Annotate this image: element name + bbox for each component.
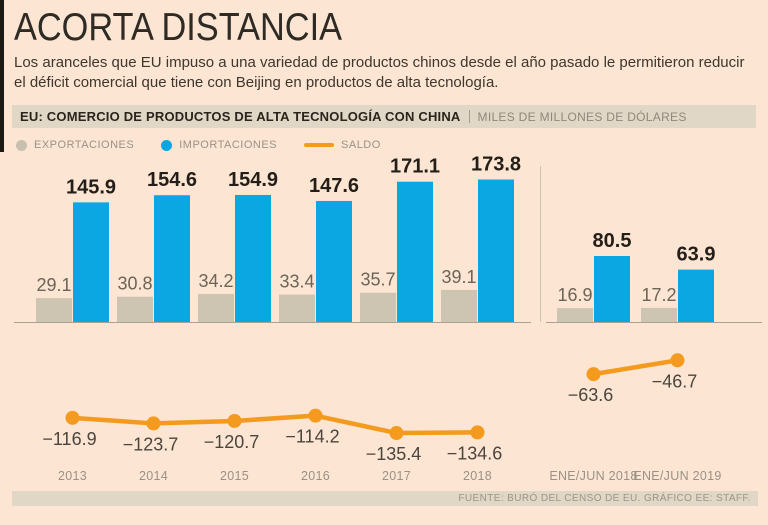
label-imports-2017: 171.1	[390, 156, 440, 178]
label-saldo-ene-jun-2019: −46.7	[652, 371, 698, 391]
label-saldo-2017: −135.4	[366, 444, 422, 464]
legend-label: EXPORTACIONES	[34, 139, 135, 151]
x-label-2014: 2014	[139, 469, 168, 483]
label-exports-2018: 39.1	[441, 267, 476, 287]
bar-exports-2018	[441, 289, 477, 322]
label-imports-2013: 145.9	[66, 176, 116, 198]
label-exports-2015: 34.2	[198, 271, 233, 291]
bar-exports-ene-jun-2019	[641, 307, 677, 322]
page-title: ACORTA DISTANCIA	[14, 6, 343, 49]
label-imports-2018: 173.8	[471, 153, 521, 175]
accent-strip	[0, 0, 4, 152]
label-exports-2017: 35.7	[360, 270, 395, 290]
label-saldo-ene-jun-2018: −63.6	[568, 385, 614, 405]
saldo-point-2017	[389, 426, 404, 441]
legend-label: SALDO	[341, 139, 381, 151]
legend-item-saldo: SALDO	[304, 139, 381, 151]
bar-exports-2013	[36, 298, 72, 322]
saldo-line-annual	[72, 413, 478, 436]
x-label-ene-jun-2019: ENE/JUN 2019	[633, 469, 721, 483]
label-saldo-2013: −116.9	[42, 429, 96, 449]
bar-imports-2018	[478, 179, 514, 322]
label-exports-ene-jun-2019: 17.2	[641, 285, 676, 305]
chart-header-bar: EU: COMERCIO DE PRODUCTOS DE ALTA TECNOL…	[12, 105, 756, 128]
bar-exports-2015	[198, 293, 234, 322]
saldo-point-2016	[308, 408, 323, 423]
bar-exports-2016	[279, 294, 315, 322]
legend-item-importaciones: IMPORTACIONES	[161, 139, 277, 151]
bar-exports-2014	[117, 296, 153, 322]
label-exports-ene-jun-2018: 16.9	[557, 285, 592, 305]
label-imports-2016: 147.6	[309, 175, 359, 197]
bar-imports-ene-jun-2019	[678, 269, 714, 322]
label-saldo-2018: −134.6	[447, 443, 503, 463]
saldo-line-semester	[593, 358, 678, 377]
imports-swatch-icon	[161, 139, 173, 151]
saldo-point-2015	[227, 413, 242, 428]
x-label-2018: 2018	[463, 469, 492, 483]
saldo-swatch-icon	[304, 143, 335, 147]
chart-units: MILES DE MILLONES DE DÓLARES	[477, 109, 687, 124]
x-label-2017: 2017	[382, 469, 411, 483]
label-imports-ene-jun-2018: 80.5	[593, 230, 632, 252]
bar-imports-ene-jun-2018	[594, 255, 630, 322]
label-imports-2015: 154.9	[228, 169, 278, 191]
label-exports-2014: 30.8	[117, 274, 152, 294]
saldo-point-2013	[65, 410, 80, 425]
legend: EXPORTACIONES IMPORTACIONES SALDO	[16, 139, 381, 151]
legend-item-exportaciones: EXPORTACIONES	[16, 139, 134, 151]
bar-exports-ene-jun-2018	[557, 308, 593, 322]
label-imports-2014: 154.6	[147, 169, 197, 191]
exports-swatch-icon	[16, 139, 27, 151]
bar-imports-2015	[235, 194, 271, 322]
label-imports-ene-jun-2019: 63.9	[677, 244, 716, 266]
subtitle: Los aranceles que EU impuso a una varied…	[14, 54, 745, 91]
legend-label: IMPORTACIONES	[179, 139, 278, 151]
label-saldo-2014: −123.7	[123, 434, 179, 454]
x-label-2016: 2016	[301, 469, 330, 483]
bar-imports-2013	[73, 202, 109, 322]
x-label-ene-jun-2018: ENE/JUN 2018	[549, 469, 637, 483]
label-exports-2013: 29.1	[36, 275, 71, 295]
x-label-2015: 2015	[220, 469, 249, 483]
bar-exports-2017	[360, 292, 396, 322]
footer-bar: FUENTE: BURÓ DEL CENSO DE EU. GRÁFICO EE…	[12, 491, 758, 506]
bar-imports-2014	[154, 195, 190, 322]
bar-imports-2016	[316, 200, 352, 322]
label-saldo-2016: −114.2	[285, 427, 339, 447]
label-saldo-2015: −120.7	[204, 432, 260, 452]
x-label-2013: 2013	[58, 469, 87, 483]
saldo-point-ene-jun-2019	[670, 353, 685, 368]
label-exports-2016: 33.4	[279, 272, 314, 292]
saldo-point-2014	[146, 416, 161, 431]
chart-title: EU: COMERCIO DE PRODUCTOS DE ALTA TECNOL…	[20, 109, 461, 124]
source-credit: FUENTE: BURÓ DEL CENSO DE EU. GRÁFICO EE…	[458, 493, 751, 504]
saldo-point-2018	[470, 425, 485, 440]
header-separator	[468, 110, 470, 123]
saldo-point-ene-jun-2018	[586, 367, 601, 382]
bar-imports-2017	[397, 181, 433, 322]
